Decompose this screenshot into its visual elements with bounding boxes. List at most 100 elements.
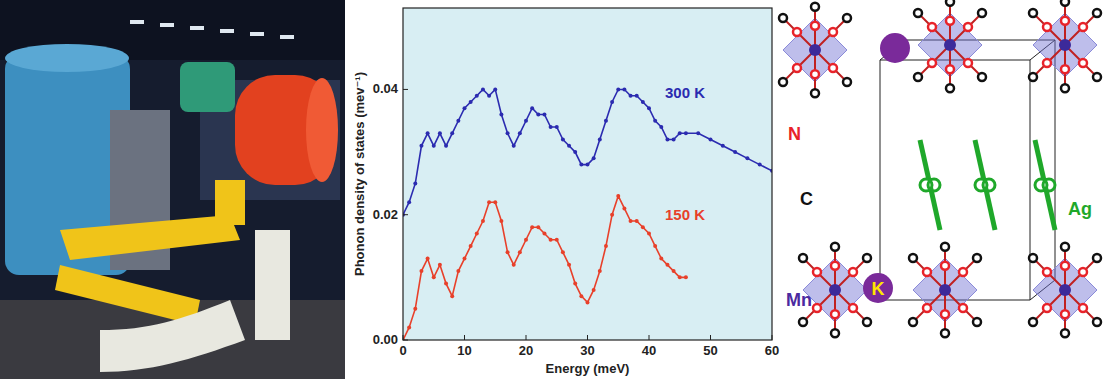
atom-label: N bbox=[788, 124, 801, 144]
series-point bbox=[499, 112, 503, 116]
plot-frame bbox=[403, 8, 772, 340]
series-point bbox=[659, 257, 663, 261]
c-atom bbox=[863, 318, 871, 326]
n-atom bbox=[813, 304, 821, 312]
photo-light bbox=[280, 35, 294, 39]
series-point bbox=[629, 219, 633, 223]
series-point bbox=[524, 238, 528, 242]
figure: 01020304050600.000.020.04Energy (meV)Pho… bbox=[0, 0, 1104, 379]
series-point bbox=[419, 144, 423, 148]
series-label: 300 K bbox=[665, 84, 705, 101]
series-point bbox=[549, 125, 553, 129]
ag-bond bbox=[920, 140, 940, 230]
series-point bbox=[555, 238, 559, 242]
n-atom bbox=[941, 262, 949, 270]
mn-octahedron bbox=[803, 258, 867, 322]
x-tick bbox=[403, 335, 404, 340]
n-atom bbox=[946, 17, 954, 25]
series-point bbox=[487, 94, 491, 98]
series-point bbox=[444, 144, 448, 148]
c-atom bbox=[909, 254, 917, 262]
series-point bbox=[647, 232, 651, 236]
series-point bbox=[413, 307, 417, 311]
mn-atom bbox=[939, 284, 951, 296]
x-tick bbox=[464, 335, 465, 340]
ag-bond bbox=[1035, 140, 1055, 230]
x-tick bbox=[587, 335, 588, 340]
series-point bbox=[518, 250, 522, 254]
series-point bbox=[567, 144, 571, 148]
series-line bbox=[403, 196, 686, 340]
y-axis-title: Phonon density of states (mev⁻¹) bbox=[352, 72, 367, 276]
mn-n-c-bond bbox=[815, 18, 847, 50]
mn-octahedron bbox=[1033, 13, 1097, 77]
series-point bbox=[672, 269, 676, 273]
x-tick-label: 10 bbox=[457, 343, 471, 358]
c-atom bbox=[1093, 254, 1101, 262]
mn-n-c-bond bbox=[783, 18, 815, 50]
c-atom bbox=[978, 9, 986, 17]
series-point bbox=[530, 106, 534, 110]
series-point bbox=[499, 219, 503, 223]
mn-n-c-bond bbox=[918, 13, 950, 45]
series-point bbox=[542, 112, 546, 116]
n-atom bbox=[923, 304, 931, 312]
series-point bbox=[641, 100, 645, 104]
n-atom bbox=[829, 28, 837, 36]
c-atom bbox=[779, 14, 787, 22]
series-point bbox=[678, 275, 682, 279]
series-point bbox=[653, 119, 657, 123]
photo-light bbox=[130, 20, 144, 24]
series-point bbox=[512, 144, 516, 148]
x-tick-label: 60 bbox=[765, 343, 779, 358]
data-marks bbox=[403, 87, 772, 340]
c-atom bbox=[811, 89, 819, 97]
n-atom bbox=[1079, 304, 1087, 312]
n-atom bbox=[1043, 304, 1051, 312]
n-atom bbox=[793, 28, 801, 36]
n-atom bbox=[928, 59, 936, 67]
photo-pipe bbox=[255, 230, 290, 340]
mn-n-c-bond bbox=[783, 50, 815, 82]
y-tick bbox=[403, 214, 408, 215]
series-point bbox=[653, 244, 657, 248]
mn-n-c-bond bbox=[1033, 258, 1065, 290]
photo-green-cylinder bbox=[180, 62, 235, 112]
series-point bbox=[635, 219, 639, 223]
mn-n-c-bond bbox=[913, 258, 945, 290]
mn-n-c-bond bbox=[1033, 13, 1065, 45]
mn-octahedron bbox=[918, 13, 982, 77]
n-atom bbox=[849, 268, 857, 276]
series-point bbox=[659, 125, 663, 129]
c-atom bbox=[941, 243, 949, 251]
series-point bbox=[610, 100, 614, 104]
series-point bbox=[758, 163, 762, 167]
c-atom bbox=[973, 318, 981, 326]
series-point bbox=[610, 213, 614, 217]
series-point bbox=[475, 94, 479, 98]
photo-arm bbox=[55, 265, 200, 325]
unit-cell-edge bbox=[880, 60, 881, 300]
c-atom bbox=[1061, 0, 1069, 6]
x-axis-title: Energy (meV) bbox=[546, 361, 630, 376]
series-point bbox=[506, 131, 510, 135]
atom-label: C bbox=[800, 189, 813, 209]
c-atom bbox=[1093, 318, 1101, 326]
n-atom bbox=[1061, 65, 1069, 73]
c-atom bbox=[811, 3, 819, 11]
series-point bbox=[592, 156, 596, 160]
photo-shield-top bbox=[5, 44, 129, 72]
c-atom bbox=[914, 9, 922, 17]
series-point bbox=[616, 194, 620, 198]
series-point bbox=[684, 131, 688, 135]
mn-octahedron bbox=[783, 18, 847, 82]
y-tick-label: 0.02 bbox=[373, 207, 398, 222]
n-atom bbox=[959, 304, 967, 312]
n-atom bbox=[1043, 59, 1051, 67]
series-point bbox=[450, 131, 454, 135]
series-point bbox=[598, 138, 602, 142]
series-point bbox=[530, 225, 534, 229]
c-atom bbox=[1061, 243, 1069, 251]
series-point bbox=[469, 244, 473, 248]
series-point bbox=[536, 225, 540, 229]
